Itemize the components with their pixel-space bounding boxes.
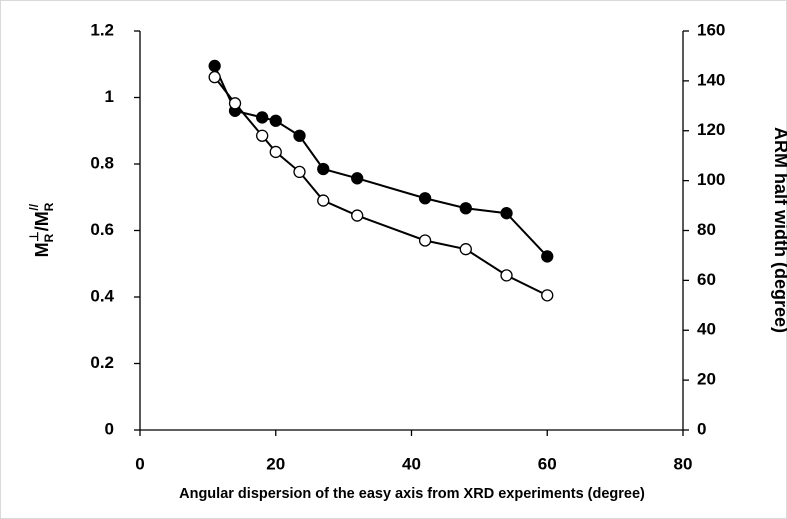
data-point	[256, 111, 269, 124]
y2-tick-label: 40	[697, 320, 716, 339]
data-point	[418, 192, 432, 205]
y-label-part: //	[27, 203, 41, 210]
data-point	[351, 209, 364, 222]
data-point	[459, 202, 472, 215]
data-point	[293, 129, 306, 142]
x-tick-label: 60	[538, 454, 557, 473]
data-point	[541, 250, 554, 263]
data-point	[269, 145, 282, 159]
y-tick-label: 1.2	[90, 20, 114, 39]
y-label-part: ⊥	[27, 231, 41, 241]
y2-tick-label: 80	[697, 220, 716, 239]
data-point	[459, 243, 472, 256]
data-point	[293, 165, 306, 179]
y-label-part: R	[42, 233, 56, 242]
data-point	[256, 129, 269, 142]
data-point	[500, 269, 513, 282]
y-label-part: M	[32, 242, 52, 257]
data-point	[351, 172, 364, 185]
y-axis-label: MR⊥/MR//	[27, 202, 56, 257]
data-point	[208, 59, 221, 73]
y-tick-label: 0.6	[90, 220, 114, 239]
y2-tick-label: 140	[697, 70, 725, 89]
y-label-part: R	[42, 202, 56, 211]
x-tick-label: 80	[674, 454, 693, 473]
data-point	[317, 162, 330, 176]
data-point	[418, 234, 432, 247]
data-point	[500, 207, 513, 220]
x-tick-label: 40	[402, 454, 421, 473]
y2-tick-label: 100	[697, 170, 725, 189]
y2-tick-label: 120	[697, 120, 725, 139]
y2-tick-label: 160	[697, 20, 725, 39]
y-tick-label: 0.8	[90, 153, 114, 172]
y2-axis-label: ARM half width (degree)	[771, 127, 787, 333]
y-tick-label: 0	[105, 419, 114, 438]
x-tick-label: 0	[135, 454, 144, 473]
data-point	[541, 289, 554, 302]
y2-tick-label: 0	[697, 419, 706, 438]
data-point	[269, 114, 282, 127]
y-tick-label: 1	[105, 87, 114, 106]
x-tick-label: 20	[266, 454, 285, 473]
x-axis-label: Angular dispersion of the easy axis from…	[179, 486, 645, 502]
data-point	[208, 70, 221, 84]
data-point	[228, 97, 242, 110]
y2-tick-label: 20	[697, 370, 716, 389]
y-tick-label: 0.2	[90, 353, 114, 372]
y2-tick-label: 60	[697, 270, 716, 289]
y-tick-label: 0.4	[90, 286, 114, 305]
y-label-part: /M	[32, 211, 52, 231]
data-point	[317, 194, 330, 207]
